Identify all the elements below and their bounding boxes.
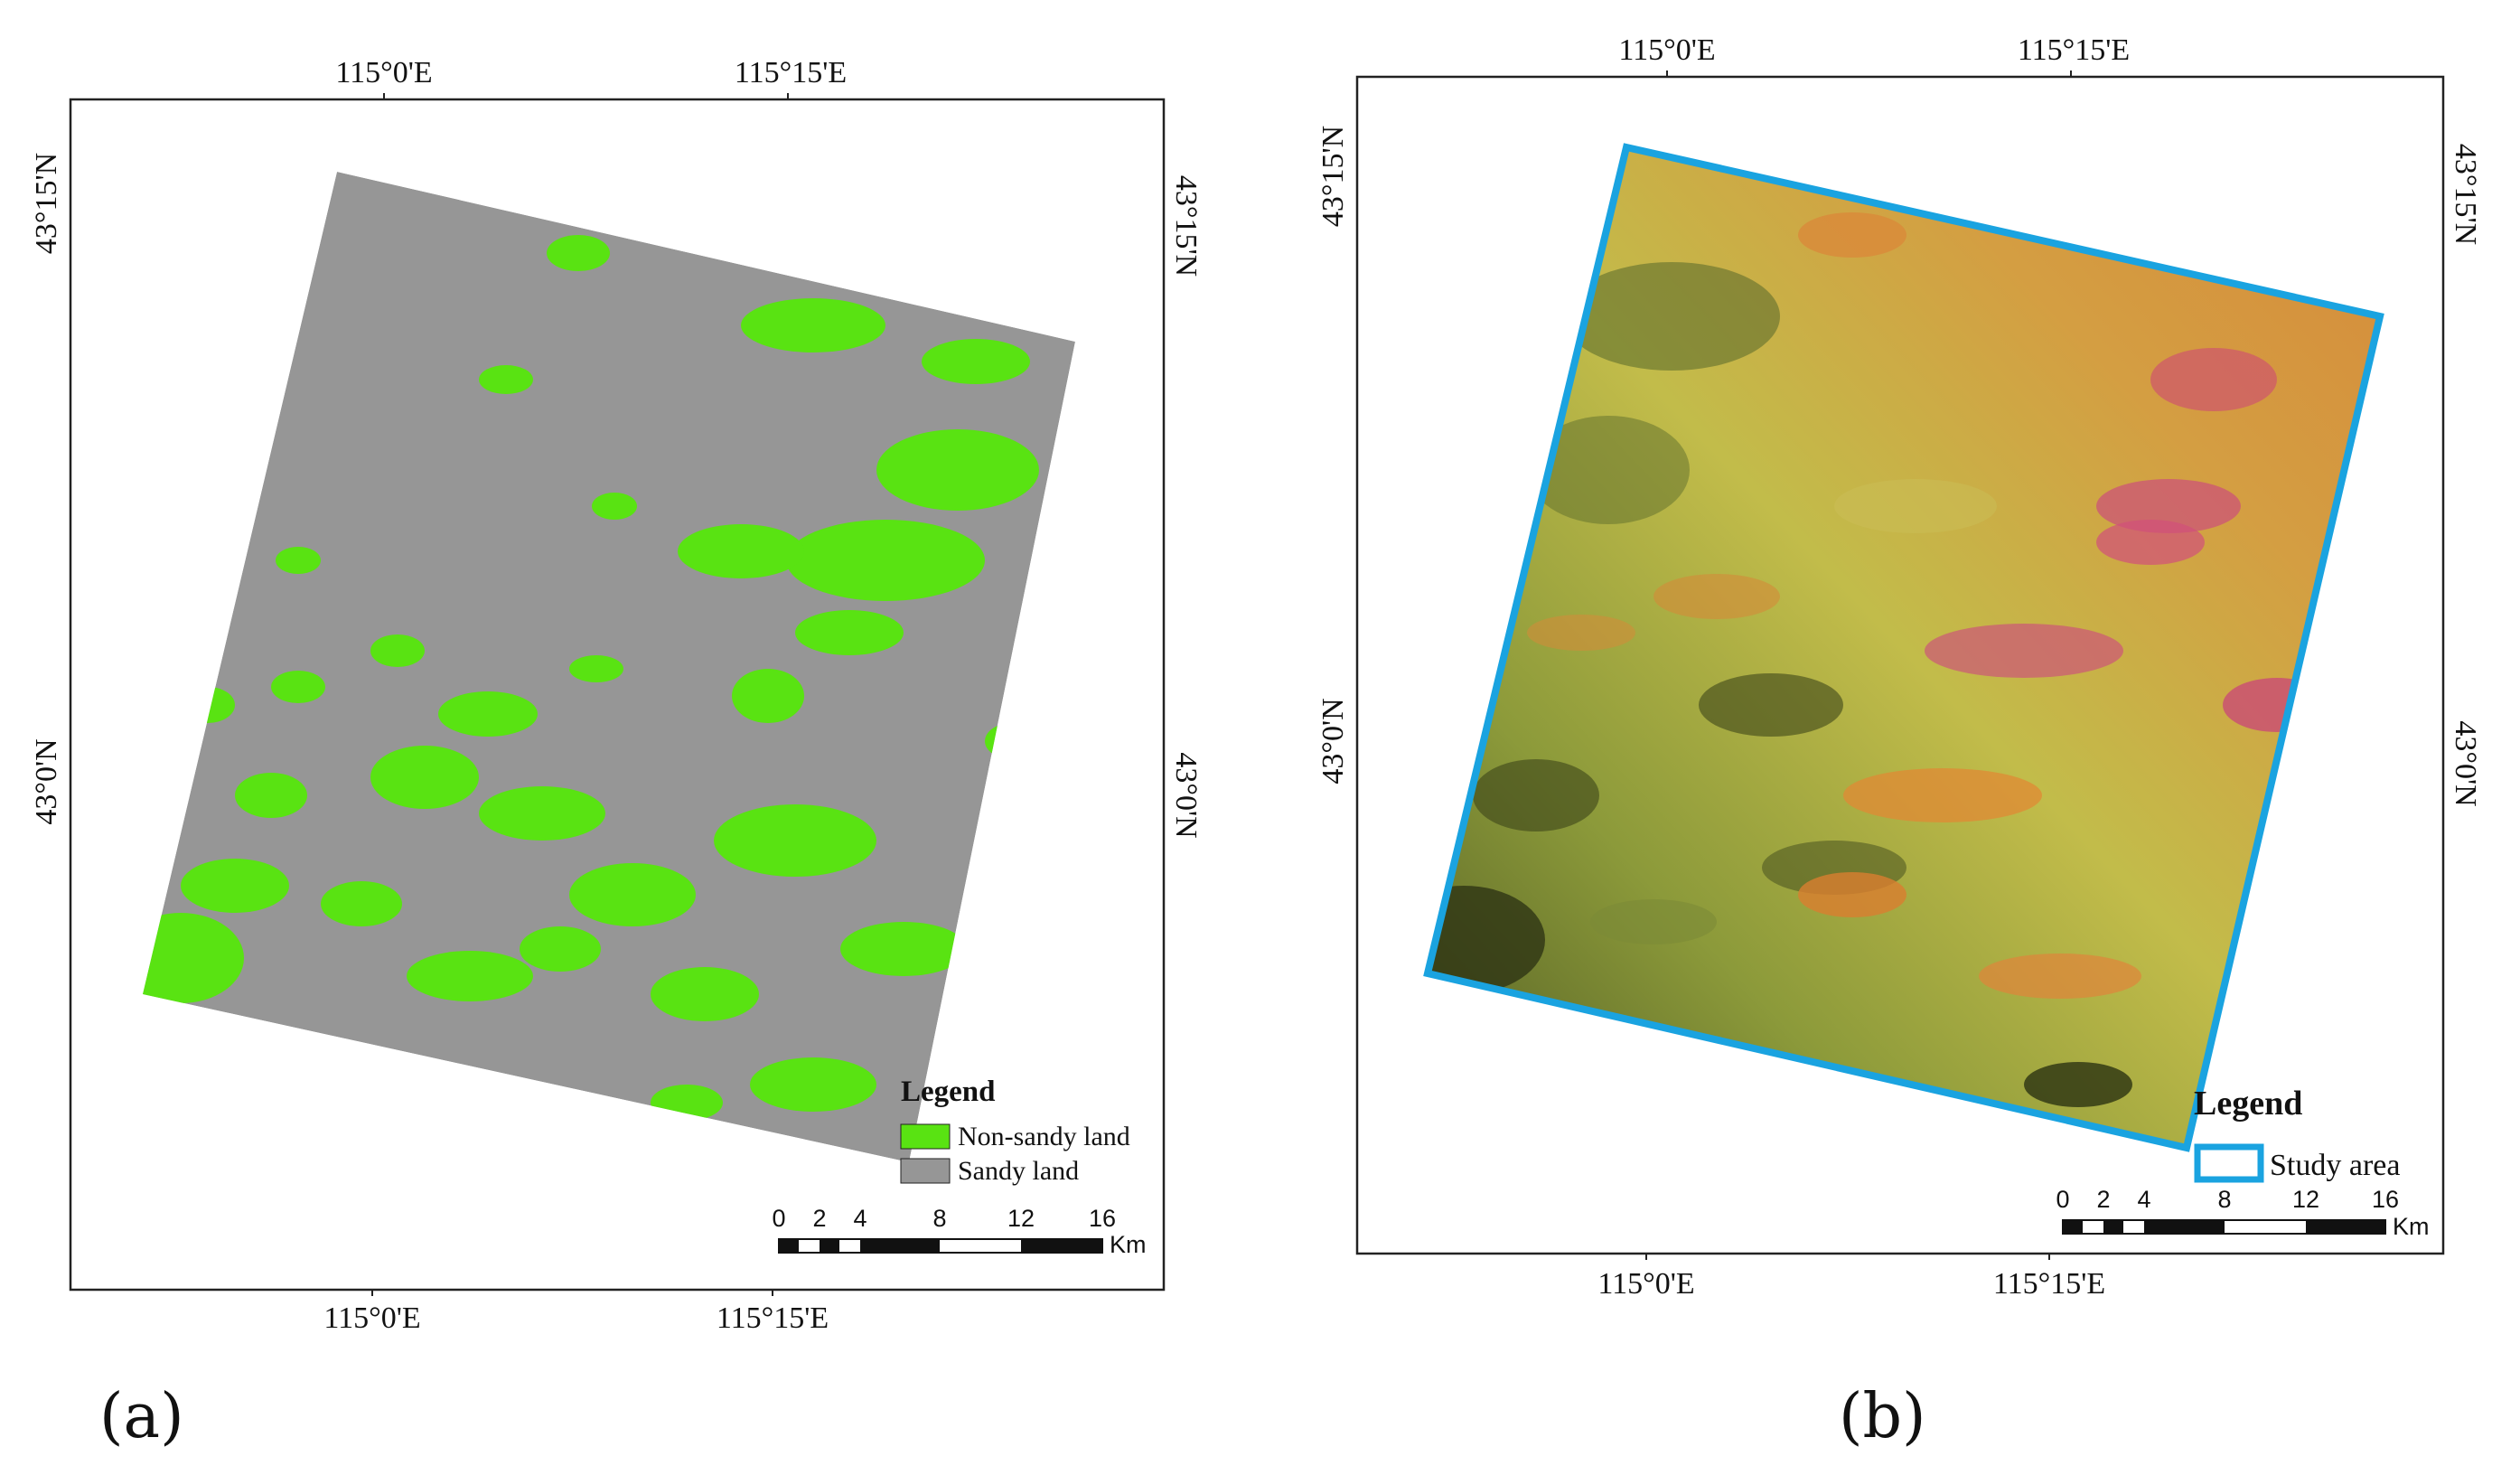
legend-title: Legend (901, 1076, 996, 1108)
lon-label-top-1: 115°0'E (335, 56, 432, 89)
scale-bar-a: 0 2 4 8 12 16 Km (772, 1205, 1146, 1258)
scale-unit: Km (1110, 1231, 1147, 1258)
legend-a: Legend Non-sandy land Sandy land (900, 1076, 1130, 1186)
map-panel-a: 115°0'E 115°15'E 115°0'E 115°15'E 43°15'… (30, 56, 1203, 1335)
scale-unit: Km (2393, 1213, 2430, 1240)
lat-label-left-1: 43°15'N (1316, 126, 1350, 227)
study-area-boundary (1423, 143, 2384, 1152)
scale-tick-label: 4 (2137, 1186, 2150, 1213)
legend-item-label: Study area (2270, 1149, 2400, 1182)
scale-tick-label: 12 (2292, 1186, 2319, 1213)
legend-b: Legend Study area (2194, 1085, 2400, 1183)
legend-title: Legend (2194, 1085, 2302, 1123)
lon-label-bottom-1: 115°0'E (1597, 1267, 1694, 1301)
scale-tick-label: 4 (853, 1205, 867, 1232)
scale-bar-b: 0 2 4 8 12 16 Km (2056, 1186, 2429, 1240)
classification-raster (143, 172, 1075, 1162)
lat-label-right-2: 43°0'N (2449, 720, 2482, 806)
lon-label-top-2: 115°15'E (2018, 33, 2130, 67)
map-panel-b: 115°0'E 115°15'E 115°0'E 115°15'E 43°15'… (1316, 33, 2482, 1301)
legend-swatch-sandy (900, 1158, 951, 1184)
scale-tick-label: 16 (1089, 1205, 1116, 1232)
lat-label-right-1: 43°15'N (1169, 175, 1203, 277)
scale-tick-label: 8 (2217, 1186, 2231, 1213)
lat-label-right-2: 43°0'N (1169, 752, 1203, 838)
scale-tick-label: 8 (932, 1205, 946, 1232)
scale-tick-label: 12 (1007, 1205, 1035, 1232)
scale-tick-label: 0 (772, 1205, 785, 1232)
lat-label-left-1: 43°15'N (30, 153, 63, 254)
lon-label-bottom-2: 115°15'E (1993, 1267, 2105, 1301)
legend-item-label: Non-sandy land (958, 1122, 1130, 1151)
scale-tick-label: 0 (2056, 1186, 2069, 1213)
image-texture (1428, 212, 2331, 1107)
scale-tick-label: 2 (812, 1205, 826, 1232)
legend-swatch-study-area (2194, 1143, 2264, 1183)
satellite-image (1428, 147, 2380, 1148)
non-sandy-land-patches (143, 235, 1066, 1121)
scale-tick-label: 2 (2096, 1186, 2110, 1213)
scale-tick-label: 16 (2372, 1186, 2399, 1213)
lon-label-bottom-2: 115°15'E (717, 1301, 829, 1335)
lon-label-bottom-1: 115°0'E (323, 1301, 420, 1335)
panel-label-a: (a) (99, 1381, 184, 1452)
lat-label-left-2: 43°0'N (1316, 698, 1350, 784)
lon-label-top-1: 115°0'E (1618, 33, 1715, 67)
legend-item-label: Sandy land (958, 1156, 1079, 1186)
lon-label-top-2: 115°15'E (735, 56, 847, 89)
lat-label-right-1: 43°15'N (2449, 144, 2482, 245)
lat-label-left-2: 43°0'N (30, 738, 63, 824)
legend-swatch-non-sandy (900, 1123, 951, 1150)
panel-label-b: (b) (1839, 1381, 1926, 1452)
